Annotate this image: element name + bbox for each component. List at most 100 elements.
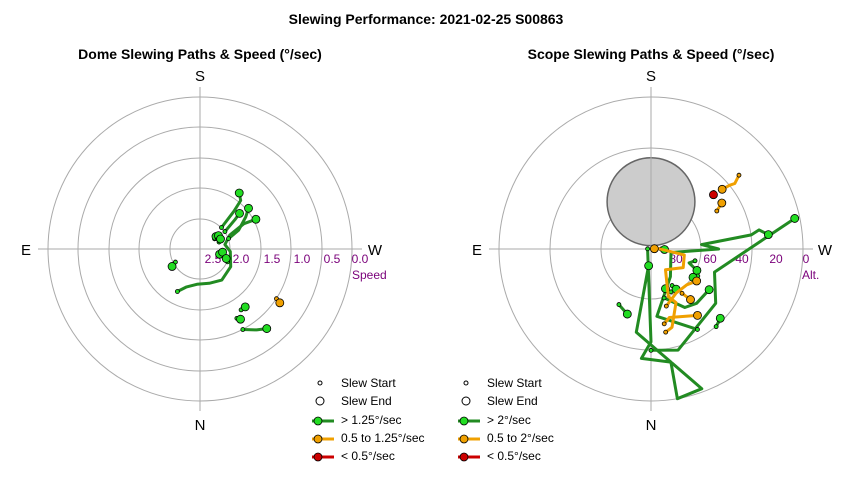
slew-path bbox=[663, 276, 702, 309]
legend-start-label: Slew Start bbox=[341, 376, 396, 390]
slew-path bbox=[661, 311, 702, 327]
slew-start-point bbox=[616, 302, 622, 307]
slew-end-point bbox=[622, 309, 632, 319]
scope-radial-axis-label: Alt. bbox=[802, 268, 819, 282]
slew-end-point bbox=[717, 184, 727, 194]
slew-path bbox=[238, 302, 250, 313]
radial-tick-label: 2.0 bbox=[233, 252, 250, 266]
slew-end-point bbox=[704, 285, 714, 295]
legend-end-label: Slew End bbox=[341, 394, 392, 408]
slew-path-line bbox=[175, 217, 258, 293]
legend-end-marker bbox=[461, 396, 471, 406]
radial-tick-label: 0 bbox=[803, 252, 810, 266]
legend-fast-label: > 2°/sec bbox=[487, 413, 531, 427]
slew-start-point bbox=[713, 324, 719, 330]
legend-slow-entry: < 0.5°/sec bbox=[312, 449, 395, 463]
slew-path-line bbox=[649, 217, 797, 352]
slew-path bbox=[226, 203, 253, 242]
slew-path bbox=[679, 290, 695, 304]
slew-end-point bbox=[693, 311, 702, 320]
slew-start-point bbox=[714, 208, 720, 214]
slew-start-point bbox=[645, 246, 651, 252]
slew-path bbox=[274, 296, 285, 308]
legend-end-label: Slew End bbox=[487, 394, 538, 408]
slew-end-point bbox=[275, 298, 285, 308]
dome-west-label: W bbox=[368, 242, 383, 259]
dome-radial-ticks: 2.5 2.0 1.5 1.0 0.5 0.0 bbox=[205, 252, 369, 266]
slew-end-point bbox=[717, 198, 727, 208]
dome-east-label: E bbox=[21, 242, 31, 259]
legend-medium-marker bbox=[459, 434, 469, 444]
slew-path bbox=[219, 188, 244, 230]
dome-slew-paths bbox=[167, 188, 285, 333]
slew-start-point bbox=[240, 327, 246, 332]
legend-start-marker bbox=[463, 380, 469, 386]
legend-fast-marker bbox=[313, 416, 323, 426]
slew-end-point bbox=[244, 203, 253, 213]
slew-start-point bbox=[219, 225, 224, 230]
slew-path bbox=[648, 214, 800, 353]
legend-fast-label: > 1.25°/sec bbox=[341, 413, 402, 427]
radial-tick-label: 20 bbox=[769, 252, 783, 266]
slew-path-line bbox=[655, 228, 770, 331]
legend-slow-label: < 0.5°/sec bbox=[487, 449, 541, 463]
slew-end-point bbox=[236, 314, 245, 324]
slew-path bbox=[717, 172, 742, 194]
slew-end-point bbox=[167, 262, 177, 271]
slew-end-point bbox=[763, 230, 773, 239]
dome-radial-axis-label: Speed bbox=[352, 268, 387, 282]
slew-end-point bbox=[644, 261, 654, 271]
radial-tick-label: 0.0 bbox=[352, 252, 369, 266]
legend-end-entry: Slew End bbox=[461, 394, 538, 408]
radial-tick-label: 80 bbox=[669, 252, 683, 266]
slew-start-point bbox=[695, 327, 700, 332]
slew-path bbox=[649, 244, 686, 335]
slew-path bbox=[216, 234, 225, 245]
legend-slow-marker bbox=[459, 452, 469, 462]
slew-end-point bbox=[221, 254, 231, 263]
slew-path-line bbox=[664, 279, 699, 308]
slew-path bbox=[655, 228, 773, 332]
slew-end-point bbox=[709, 190, 718, 200]
radial-tick-label: 60 bbox=[703, 252, 717, 266]
dome-panel-title: Dome Slewing Paths & Speed (°/sec) bbox=[78, 46, 322, 62]
scope-east-label: E bbox=[472, 242, 482, 259]
legend-start-marker bbox=[317, 380, 323, 386]
slew-path bbox=[221, 254, 231, 265]
slew-path bbox=[167, 259, 178, 271]
slew-path bbox=[714, 198, 727, 214]
legend-slow-marker bbox=[313, 452, 323, 462]
legend-fast-marker bbox=[459, 416, 469, 426]
dome-axes bbox=[38, 87, 362, 411]
slew-end-point bbox=[649, 244, 659, 254]
legend-start-label: Slew Start bbox=[487, 376, 542, 390]
legend-fast-entry: > 1.25°/sec bbox=[312, 413, 402, 427]
legend-slow-label: < 0.5°/sec bbox=[341, 449, 395, 463]
slew-end-point bbox=[692, 276, 702, 286]
scope-panel: Scope Slewing Paths & Speed (°/sec) S N … bbox=[472, 46, 833, 434]
legend-fast-entry: > 2°/sec bbox=[458, 413, 531, 427]
slew-start-point bbox=[692, 258, 698, 264]
legend-medium-marker bbox=[313, 434, 323, 444]
scope-west-label: W bbox=[818, 242, 833, 259]
slew-end-point bbox=[686, 295, 695, 304]
legend-medium-label: 0.5 to 2°/sec bbox=[487, 431, 554, 445]
slew-start-point bbox=[663, 329, 669, 335]
slew-end-point bbox=[251, 214, 261, 224]
scope-north-label: N bbox=[646, 417, 657, 434]
scope-legend: Slew Start Slew End > 2°/sec 0.5 to 2°/s… bbox=[458, 376, 554, 463]
slew-end-point bbox=[715, 313, 725, 323]
slew-path bbox=[240, 324, 272, 333]
slew-end-point bbox=[235, 209, 244, 218]
slew-path-line bbox=[662, 313, 699, 326]
slew-start-point bbox=[222, 229, 228, 234]
scope-panel-title: Scope Slewing Paths & Speed (°/sec) bbox=[528, 46, 775, 62]
slew-end-point bbox=[790, 214, 800, 223]
slew-path-line bbox=[227, 206, 250, 241]
radial-tick-label: 0.5 bbox=[324, 252, 341, 266]
legend-start-entry: Slew Start bbox=[317, 376, 396, 390]
slew-start-point bbox=[175, 289, 180, 294]
slew-start-point bbox=[226, 236, 231, 242]
dome-north-label: N bbox=[195, 417, 206, 434]
